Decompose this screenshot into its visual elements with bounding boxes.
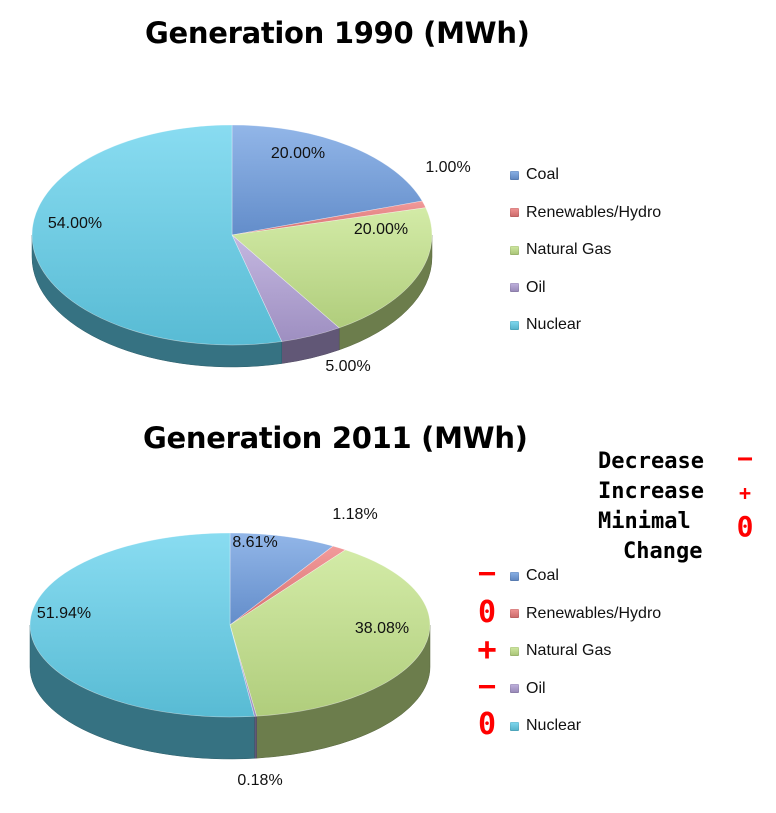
pie-chart-1990: 20.00% 1.00% 20.00% 5.00% 54.00% (31, 124, 471, 375)
legend-item-oil: Oil (510, 279, 546, 297)
legend-item-natural-gas: Natural Gas (510, 241, 611, 259)
legend-label: Coal (526, 567, 559, 584)
change-marker-oil: − (477, 668, 497, 704)
slice-nuclear (29, 532, 255, 718)
data-label-natural-gas: 20.00% (354, 221, 408, 238)
legend-item-oil: Oil (510, 680, 546, 698)
legend-swatch (510, 208, 519, 217)
key-minimal-label-line2: Change (623, 539, 703, 564)
legend-swatch (510, 684, 519, 693)
legend-label: Renewables/Hydro (526, 203, 662, 221)
legend-swatch (510, 571, 519, 581)
legend-label: Oil (526, 679, 546, 697)
legend-label: Nuclear (526, 717, 582, 734)
slice-nuclear (31, 124, 283, 346)
side-oil (254, 715, 257, 759)
legend-label: Coal (526, 166, 559, 183)
key-decrease-symbol: − (737, 444, 753, 474)
key-increase-label: Increase (598, 479, 704, 504)
slice-natural-gas (229, 549, 431, 717)
legend-label: Nuclear (526, 316, 582, 333)
data-label-renewables-hydro: 1.00% (425, 159, 470, 176)
data-label-coal: 20.00% (271, 145, 325, 162)
chart-title-2011: Generation 2011 (MWh) (143, 421, 528, 455)
legend-swatch (510, 320, 519, 330)
legend-swatch (510, 170, 519, 180)
legend-item-coal: Coal (510, 567, 559, 585)
legend-label: Natural Gas (526, 642, 612, 659)
data-label-oil: 0.18% (237, 772, 282, 789)
change-marker-nuclear: 0 (477, 707, 497, 742)
slice-coal (229, 532, 334, 626)
chart-title-1990: Generation 1990 (MWh) (145, 16, 530, 50)
legend-label: Renewables/Hydro (526, 604, 662, 622)
slice-coal (231, 124, 423, 236)
legend-item-coal: Coal (510, 166, 559, 184)
legend-swatch (510, 283, 519, 292)
pie-chart-2011: 8.61% 1.18% 38.08% 0.18% 51.94% (29, 506, 431, 789)
data-label-renewables-hydro: 1.18% (332, 506, 377, 523)
legend-item-renewables-hydro: Renewables/Hydro (510, 605, 661, 623)
change-marker-renewables-hydro: 0 (477, 594, 497, 630)
legend-swatch (510, 721, 519, 731)
legend-item-nuclear: Nuclear (510, 717, 581, 735)
data-label-natural-gas: 38.08% (355, 620, 409, 637)
change-marker-coal: − (477, 556, 497, 591)
data-label-nuclear: 54.00% (48, 215, 102, 232)
slice-natural-gas (231, 207, 433, 329)
legend-swatch (510, 646, 519, 656)
legend-swatch (510, 245, 519, 255)
data-label-coal: 8.61% (232, 534, 277, 551)
key-decrease-label: Decrease (598, 449, 704, 474)
legend-swatch (510, 609, 519, 618)
key-increase-symbol: + (738, 481, 752, 505)
data-label-nuclear: 51.94% (37, 605, 91, 622)
legend-item-nuclear: Nuclear (510, 316, 581, 334)
legend-label: Natural Gas (526, 241, 612, 258)
legend-label: Oil (526, 278, 546, 296)
change-marker-natural-gas: + (477, 630, 497, 668)
legend-item-renewables-hydro: Renewables/Hydro (510, 204, 661, 222)
data-label-oil: 5.00% (325, 358, 370, 375)
key-minimal-label-line1: Minimal (598, 509, 691, 534)
legend-item-natural-gas: Natural Gas (510, 642, 611, 660)
key-minimal-symbol: 0 (736, 510, 754, 543)
